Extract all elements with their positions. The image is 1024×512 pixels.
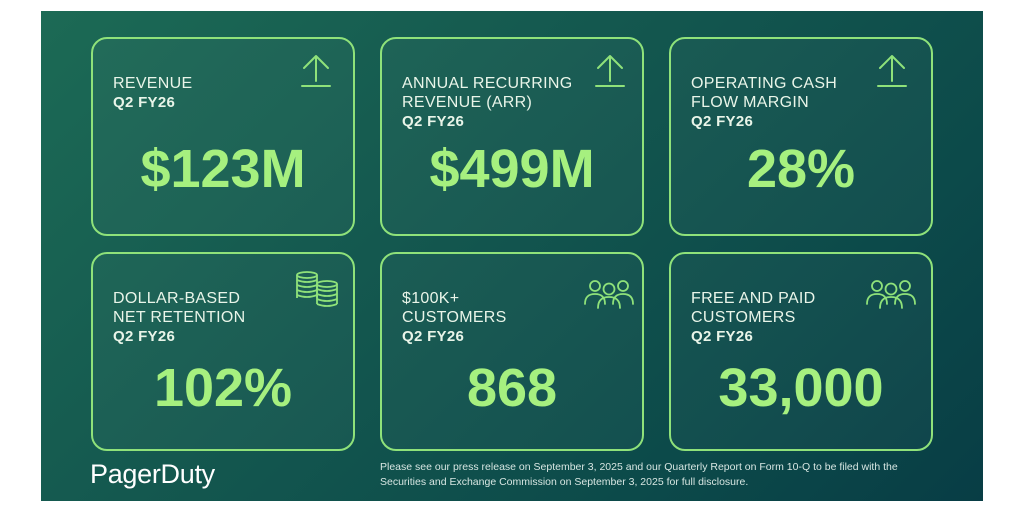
metric-card-arr: ANNUAL RECURRING REVENUE (ARR) Q2 FY26 $…	[380, 37, 644, 236]
card-label: $100K+ CUSTOMERS Q2 FY26	[402, 270, 507, 365]
card-value: 28%	[746, 139, 856, 199]
arrow-up-icon	[595, 55, 625, 87]
card-title: FREE AND PAID CUSTOMERS	[691, 290, 816, 326]
card-period: Q2 FY26	[691, 328, 754, 345]
pagerduty-logo: PagerDuty	[90, 459, 215, 489]
card-label: OPERATING CASH FLOW MARGIN Q2 FY26	[691, 55, 837, 150]
card-title: REVENUE	[113, 75, 193, 92]
card-title: DOLLAR-BASED NET RETENTION	[113, 290, 246, 326]
card-value: $123M	[140, 139, 306, 199]
card-period: Q2 FY26	[402, 113, 465, 130]
metric-card-operating-cash-flow: OPERATING CASH FLOW MARGIN Q2 FY26 28%	[669, 37, 933, 236]
coin-stack-icon	[296, 271, 338, 307]
people-group-icon	[584, 280, 634, 309]
people-group-icon	[866, 280, 916, 309]
metrics-banner: REVENUE Q2 FY26 $123M ANNUAL RECURRING R…	[41, 11, 983, 501]
card-title: ANNUAL RECURRING REVENUE (ARR)	[402, 75, 573, 111]
card-period: Q2 FY26	[402, 328, 465, 345]
card-period: Q2 FY26	[113, 328, 176, 345]
card-label: ANNUAL RECURRING REVENUE (ARR) Q2 FY26	[402, 55, 572, 150]
card-value: 868	[466, 358, 558, 418]
card-period: Q2 FY26	[113, 94, 176, 111]
metric-card-free-paid-customers: FREE AND PAID CUSTOMERS Q2 FY26 33,000	[669, 252, 933, 451]
metric-card-revenue: REVENUE Q2 FY26 $123M	[91, 37, 355, 236]
card-period: Q2 FY26	[691, 113, 754, 130]
card-title: $100K+ CUSTOMERS	[402, 290, 507, 326]
card-label: FREE AND PAID CUSTOMERS Q2 FY26	[691, 270, 816, 365]
metric-card-net-retention: DOLLAR-BASED NET RETENTION Q2 FY26 102%	[91, 252, 355, 451]
card-label: DOLLAR-BASED NET RETENTION Q2 FY26	[113, 270, 246, 365]
metric-card-100k-customers: $100K+ CUSTOMERS Q2 FY26 868	[380, 252, 644, 451]
arrow-up-icon	[301, 55, 331, 87]
card-value: 33,000	[718, 358, 884, 418]
card-value: 102%	[153, 358, 293, 418]
disclaimer-text: Please see our press release on Septembe…	[380, 461, 898, 488]
card-value: $499M	[429, 139, 595, 199]
card-title: OPERATING CASH FLOW MARGIN	[691, 75, 838, 111]
arrow-up-icon	[877, 55, 907, 87]
card-label: REVENUE Q2 FY26	[113, 55, 192, 131]
